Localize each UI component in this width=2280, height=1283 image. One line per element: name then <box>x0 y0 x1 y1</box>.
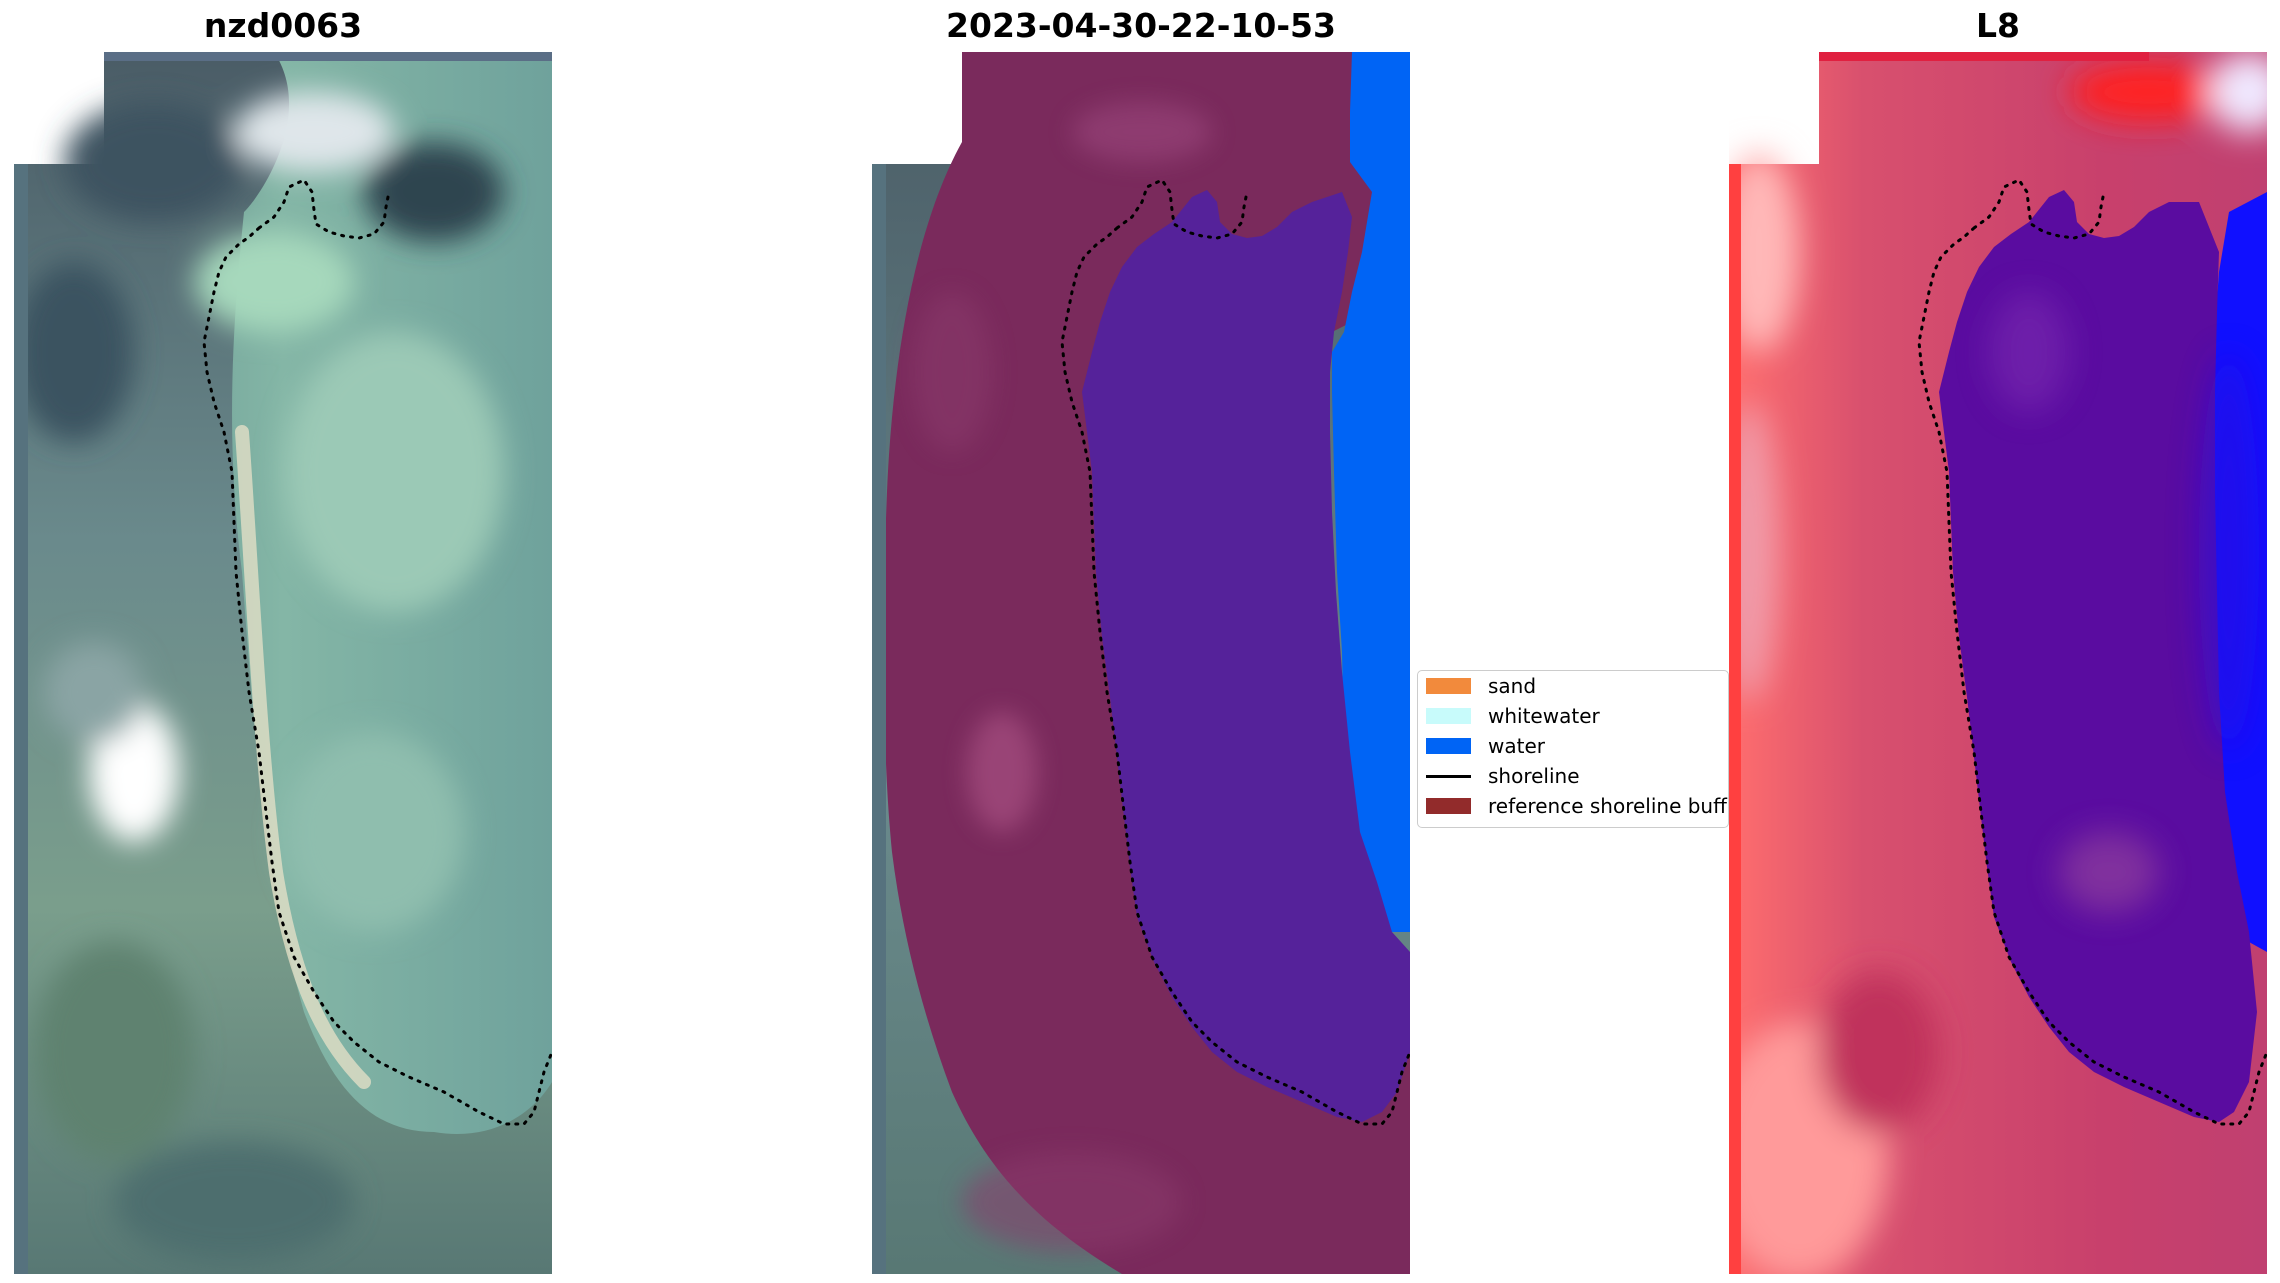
inner-classified-region <box>1082 190 1410 1122</box>
rgb-top-edge <box>104 52 552 61</box>
legend-label-water: water <box>1488 734 1545 758</box>
legend-label-whitewater: whitewater <box>1488 704 1600 728</box>
rgb-left-edge <box>14 164 28 1274</box>
water-swatch <box>1426 738 1471 754</box>
buffer-texture <box>912 102 1212 1252</box>
legend-item-sand: sand <box>1426 673 1536 699</box>
sand-swatch <box>1426 678 1471 694</box>
index-shoreline <box>1917 178 2267 1126</box>
legend-label-shoreline: shoreline <box>1488 764 1580 788</box>
legend-label-sand: sand <box>1488 674 1537 698</box>
index-inner-region <box>1939 190 2257 1122</box>
rgb-shoreline <box>202 178 552 1126</box>
classified-shoreline <box>1060 178 1410 1126</box>
legend-label-reference-buffer: reference shoreline buffer <box>1488 794 1729 818</box>
shoreline-line-sample <box>1426 774 1471 778</box>
classified-left-edge <box>872 164 886 1274</box>
reference-buffer-swatch <box>1426 798 1471 814</box>
rgb-texture <box>14 92 504 1262</box>
index-image-panel <box>1729 52 2267 1274</box>
whitewater-swatch <box>1426 708 1471 724</box>
classified-image-panel <box>872 52 1410 1274</box>
rgb-image-panel <box>14 52 552 1274</box>
index-texture <box>1729 52 2267 1274</box>
index-inner-texture <box>1989 292 2259 912</box>
legend-item-reference-buffer: reference shoreline buffer <box>1426 793 1729 819</box>
rgb-panel-title: nzd0063 <box>203 6 363 45</box>
water-class-region <box>1332 52 1410 932</box>
rgb-beach-strip <box>235 425 371 1089</box>
legend-item-water: water <box>1426 733 1545 759</box>
index-left-edge <box>1729 164 1741 1274</box>
index-top-edge <box>1819 52 2149 61</box>
legend: sand whitewater water shoreline referenc… <box>1417 670 1729 828</box>
legend-item-whitewater: whitewater <box>1426 703 1600 729</box>
legend-item-shoreline: shoreline <box>1426 763 1580 789</box>
index-panel-title: L8 <box>1976 6 2020 45</box>
classified-panel-title: 2023-04-30-22-10-53 <box>946 6 1336 45</box>
